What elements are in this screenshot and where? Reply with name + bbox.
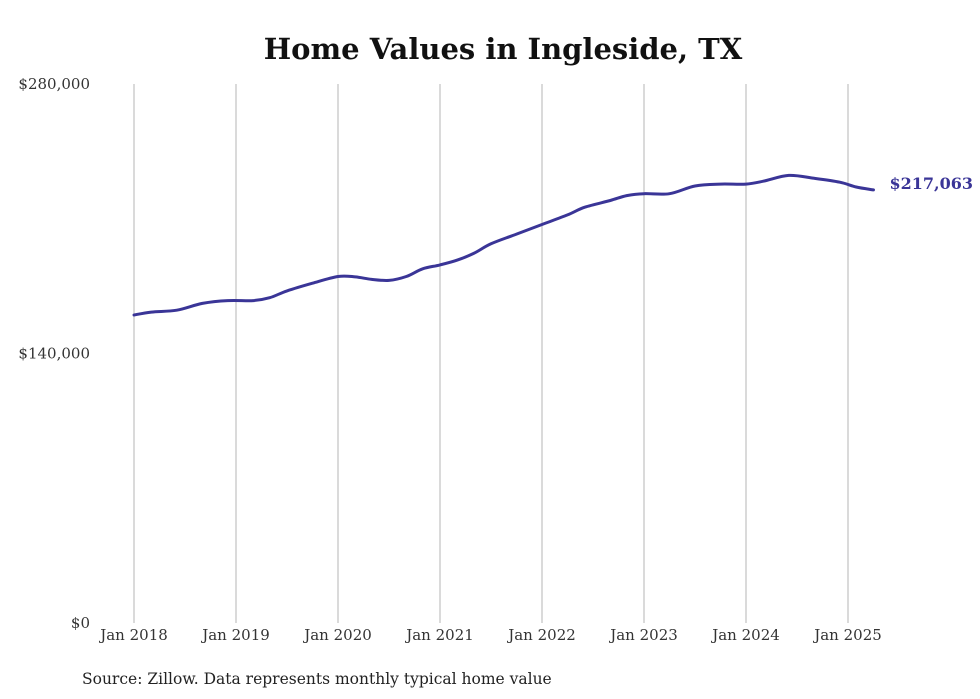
series-end-value-label: $217,063 — [890, 174, 974, 193]
x-tick-label: Jan 2024 — [710, 626, 780, 644]
source-note: Source: Zillow. Data represents monthly … — [82, 670, 552, 688]
x-tick-label: Jan 2019 — [200, 626, 270, 644]
x-tick-label: Jan 2025 — [812, 626, 882, 644]
gridlines — [133, 84, 849, 623]
series-line — [132, 173, 875, 317]
x-tick-label: Jan 2023 — [608, 626, 678, 644]
x-tick-label: Jan 2020 — [302, 626, 372, 644]
x-tick-label: Jan 2018 — [98, 626, 168, 644]
y-tick-label: $0 — [71, 614, 90, 632]
x-tick-label: Jan 2022 — [506, 626, 576, 644]
x-axis-ticks: Jan 2018 Jan 2019 Jan 2020 Jan 2021 Jan 2022… — [98, 626, 882, 644]
y-axis-ticks: $0 $140,000 $280,000 — [18, 75, 90, 632]
y-tick-label: $140,000 — [18, 345, 90, 363]
y-tick-label: $280,000 — [18, 75, 90, 93]
x-tick-label: Jan 2021 — [404, 626, 474, 644]
chart-title: Home Values in Ingleside, TX — [264, 32, 743, 66]
